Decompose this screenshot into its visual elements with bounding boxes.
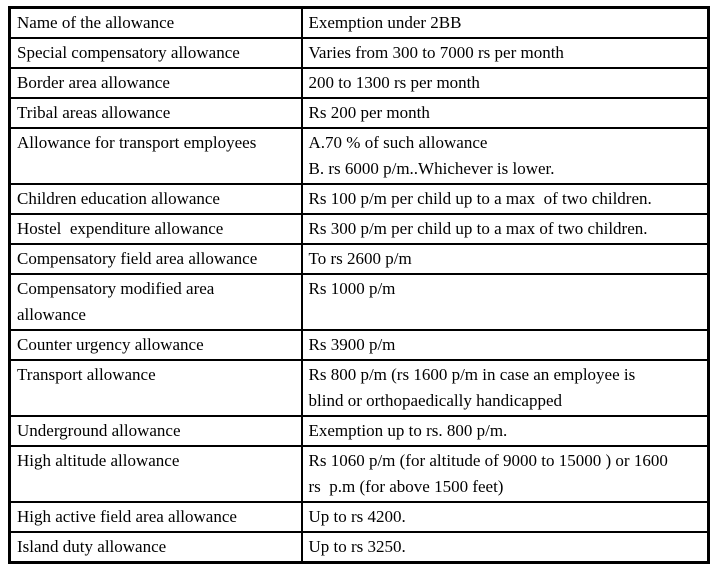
table-row: Special compensatory allowance Varies fro… — [8, 37, 710, 69]
table-row: Tribal areas allowance Rs 200 per month — [8, 97, 710, 129]
exemption-cell: Rs 300 p/m per child up to a max of two … — [300, 213, 710, 245]
exemption-cell: To rs 2600 p/m — [300, 243, 710, 275]
allowance-name-cell: Island duty allowance — [8, 531, 303, 564]
allowance-table-body: Name of the allowance Exemption under 2B… — [8, 6, 710, 564]
allowance-name-cell: High active field area allowance — [8, 501, 303, 533]
allowance-name-cell: Tribal areas allowance — [8, 97, 303, 129]
allowance-name-cell: Compensatory field area allowance — [8, 243, 303, 275]
exemption-cell: Rs 100 p/m per child up to a max of two … — [300, 183, 710, 215]
table-row: Hostel expenditure allowance Rs 300 p/m p… — [8, 213, 710, 245]
table-row: Allowance for transport employees A.70 % … — [8, 127, 710, 185]
exemption-cell: Varies from 300 to 7000 rs per month — [300, 37, 710, 69]
exemption-cell: Rs 1000 p/m — [300, 273, 710, 331]
exemption-cell: Exemption up to rs. 800 p/m. — [300, 415, 710, 447]
table-row: High altitude allowance Rs 1060 p/m (for … — [8, 445, 710, 503]
allowance-name-cell: High altitude allowance — [8, 445, 303, 503]
table-row: Compensatory field area allowance To rs 2… — [8, 243, 710, 275]
allowance-table: Name of the allowance Exemption under 2B… — [8, 6, 710, 564]
table-row: Border area allowance 200 to 1300 rs per … — [8, 67, 710, 99]
allowance-name-cell: Special compensatory allowance — [8, 37, 303, 69]
table-row: Compensatory modified area allowance Rs 1… — [8, 273, 710, 331]
allowance-name-cell: Transport allowance — [8, 359, 303, 417]
table-header-row: Name of the allowance Exemption under 2B… — [8, 6, 710, 39]
exemption-cell: Up to rs 4200. — [300, 501, 710, 533]
allowance-name-cell: Counter urgency allowance — [8, 329, 303, 361]
exemption-cell: 200 to 1300 rs per month — [300, 67, 710, 99]
allowance-name-cell: Compensatory modified area allowance — [8, 273, 303, 331]
table-row: Counter urgency allowance Rs 3900 p/m — [8, 329, 710, 361]
exemption-cell: Rs 200 per month — [300, 97, 710, 129]
column-header-exemption: Exemption under 2BB — [300, 6, 710, 39]
exemption-cell: Up to rs 3250. — [300, 531, 710, 564]
allowance-table-container: Name of the allowance Exemption under 2B… — [8, 6, 710, 564]
allowance-name-cell: Hostel expenditure allowance — [8, 213, 303, 245]
table-row: Island duty allowance Up to rs 3250. — [8, 531, 710, 564]
table-row: High active field area allowance Up to rs… — [8, 501, 710, 533]
allowance-name-cell: Children education allowance — [8, 183, 303, 215]
exemption-cell: A.70 % of such allowance B. rs 6000 p/m.… — [300, 127, 710, 185]
allowance-name-cell: Border area allowance — [8, 67, 303, 99]
table-row: Transport allowance Rs 800 p/m (rs 1600 p… — [8, 359, 710, 417]
table-row: Children education allowance Rs 100 p/m p… — [8, 183, 710, 215]
exemption-cell: Rs 1060 p/m (for altitude of 9000 to 150… — [300, 445, 710, 503]
exemption-cell: Rs 800 p/m (rs 1600 p/m in case an emplo… — [300, 359, 710, 417]
allowance-name-cell: Underground allowance — [8, 415, 303, 447]
exemption-cell: Rs 3900 p/m — [300, 329, 710, 361]
table-row: Underground allowance Exemption up to rs.… — [8, 415, 710, 447]
column-header-name: Name of the allowance — [8, 6, 303, 39]
allowance-name-cell: Allowance for transport employees — [8, 127, 303, 185]
